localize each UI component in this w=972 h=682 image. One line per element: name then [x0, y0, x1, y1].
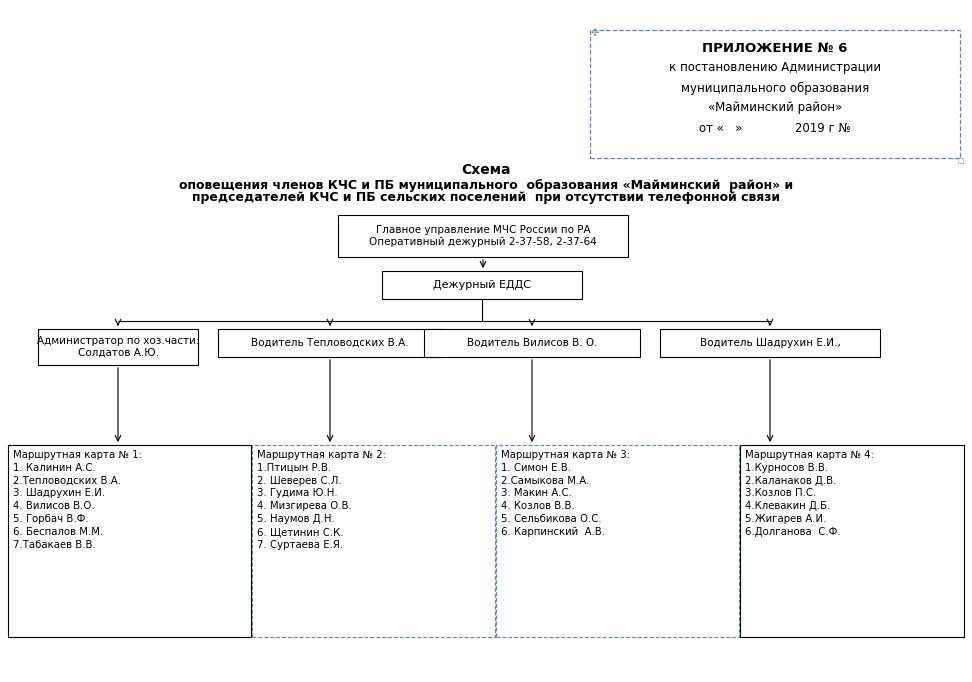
Text: Маршрутная карта № 2:
1.Птицын Р.В.
2. Шеверев С.Л.
3. Гудима Ю.Н.
4. Мизгирева : Маршрутная карта № 2: 1.Птицын Р.В. 2. Ш… [257, 450, 386, 550]
Bar [8, 445, 251, 637]
Bar [338, 215, 628, 257]
Text: Водитель Тепловодских В.А.: Водитель Тепловодских В.А. [251, 338, 409, 348]
Text: «Майминский район»: «Майминский район» [708, 102, 842, 115]
Text: □: □ [957, 158, 964, 164]
Text: Водитель Вилисов В. О.: Водитель Вилисов В. О. [467, 338, 597, 348]
Bar [218, 329, 442, 357]
Bar [590, 30, 960, 158]
Bar [382, 271, 582, 299]
Bar [252, 445, 495, 637]
Text: муниципального образования: муниципального образования [680, 81, 869, 95]
Text: Схема: Схема [462, 163, 510, 177]
Bar [740, 445, 964, 637]
Bar [496, 445, 739, 637]
Bar [424, 329, 640, 357]
Text: от «   »              2019 г №: от « » 2019 г № [699, 121, 850, 134]
Text: Маршрутная карта № 3:
1. Симон Е.В.
2.Самыкова М.А.
3. Макин А.С.
4. Козлов В.В.: Маршрутная карта № 3: 1. Симон Е.В. 2.Са… [501, 450, 630, 537]
Bar [38, 329, 198, 365]
Text: ПРИЛОЖЕНИЕ № 6: ПРИЛОЖЕНИЕ № 6 [703, 42, 848, 55]
Text: Маршрутная карта № 1:
1. Калинин А.С.
2.Тепловодских В.А.
3. Шадрухин Е.И.
4. Ви: Маршрутная карта № 1: 1. Калинин А.С. 2.… [13, 450, 142, 550]
Text: к постановлению Администрации: к постановлению Администрации [669, 61, 881, 74]
Text: Водитель Шадрухин Е.И.,: Водитель Шадрухин Е.И., [700, 338, 841, 348]
Text: Главное управление МЧС России по РА
Оперативный дежурный 2-37-58, 2-37-64: Главное управление МЧС России по РА Опер… [369, 225, 597, 247]
Text: оповещения членов КЧС и ПБ муниципального  образования «Майминский  район» и: оповещения членов КЧС и ПБ муниципальног… [179, 179, 793, 192]
Bar [660, 329, 880, 357]
Text: ✣: ✣ [591, 28, 599, 38]
Text: председателей КЧС и ПБ сельских поселений  при отсутствии телефонной связи: председателей КЧС и ПБ сельских поселени… [192, 192, 780, 205]
Text: Маршрутная карта № 4:
1.Курносов В.В.
2.Каланаков Д.В.
3.Козлов П.С.
4.Клевакин : Маршрутная карта № 4: 1.Курносов В.В. 2.… [745, 450, 874, 537]
Text: Дежурный ЕДДС: Дежурный ЕДДС [433, 280, 531, 290]
Text: Администратор по хоз.части:
Солдатов А.Ю.: Администратор по хоз.части: Солдатов А.Ю… [37, 336, 199, 358]
